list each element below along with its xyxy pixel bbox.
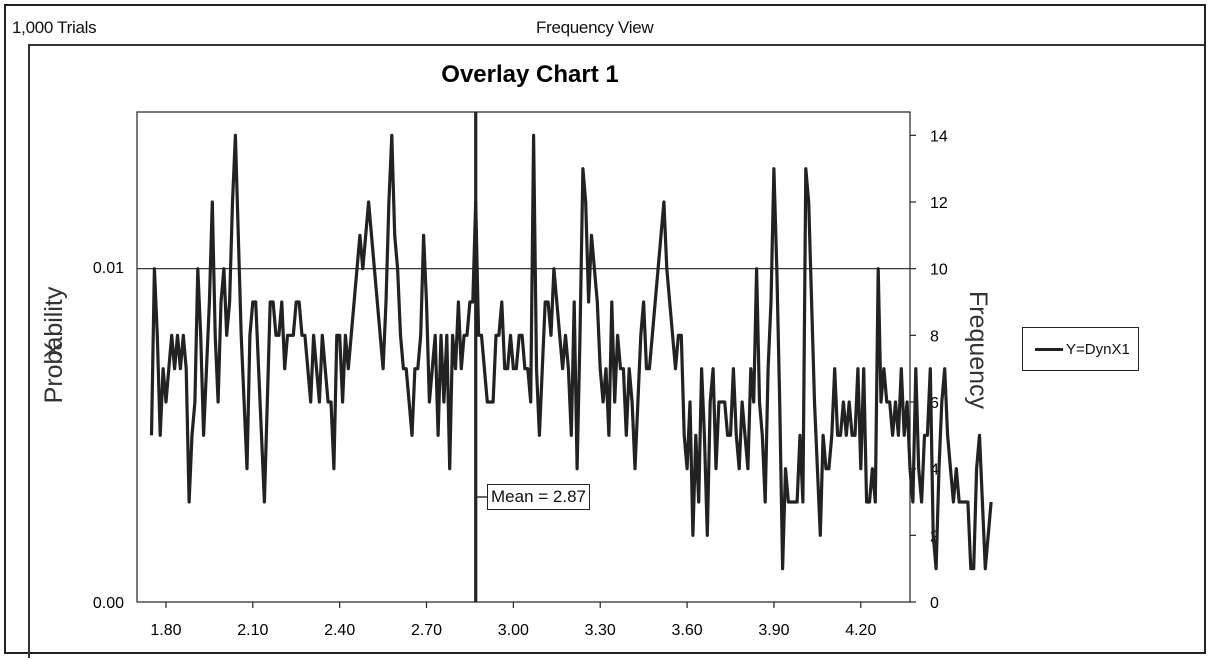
x-tick-label: 1.80 — [150, 622, 181, 639]
x-tick-label: 2.40 — [324, 622, 355, 639]
y-axis-label-left-overlap: X — [40, 341, 68, 358]
plot-area — [136, 111, 911, 603]
right-tick-label: 10 — [930, 262, 948, 279]
x-tick-label: 3.00 — [498, 622, 529, 639]
x-tick-label: 2.10 — [237, 622, 268, 639]
right-tick-label: 0 — [930, 595, 939, 612]
x-tick-label: 3.60 — [672, 622, 703, 639]
chart-title: Overlay Chart 1 — [441, 61, 618, 88]
legend-swatch — [1035, 347, 1063, 351]
left-tick-0.00: 0.00 — [93, 595, 124, 612]
y-axis-label-right: Frequency — [964, 291, 992, 410]
right-tick-label: 4 — [930, 462, 939, 479]
x-tick-label: 4.20 — [845, 622, 876, 639]
legend: Y=DynX1 — [1022, 327, 1139, 371]
left-tick-0.01: 0.01 — [93, 260, 124, 277]
chart-panel — [28, 44, 1204, 658]
trials-count: 1,000 Trials — [12, 18, 97, 37]
y-axis-label-left: Probability — [40, 286, 68, 403]
x-tick-label: 3.30 — [585, 622, 616, 639]
right-tick-label: 14 — [930, 128, 948, 145]
mean-label: Mean = 2.87 — [487, 484, 590, 510]
chart-window — [4, 4, 1206, 654]
x-tick-label: 2.70 — [411, 622, 442, 639]
right-tick-label: 12 — [930, 195, 948, 212]
right-tick-label: 8 — [930, 328, 939, 345]
legend-label: Y=DynX1 — [1066, 340, 1130, 358]
series-line-y-dynx1 — [149, 133, 993, 571]
right-tick-label: 6 — [930, 395, 939, 412]
view-title: Frequency View — [536, 18, 654, 37]
mean-label-text: Mean = 2.87 — [491, 487, 586, 506]
x-tick-label: 3.90 — [758, 622, 789, 639]
